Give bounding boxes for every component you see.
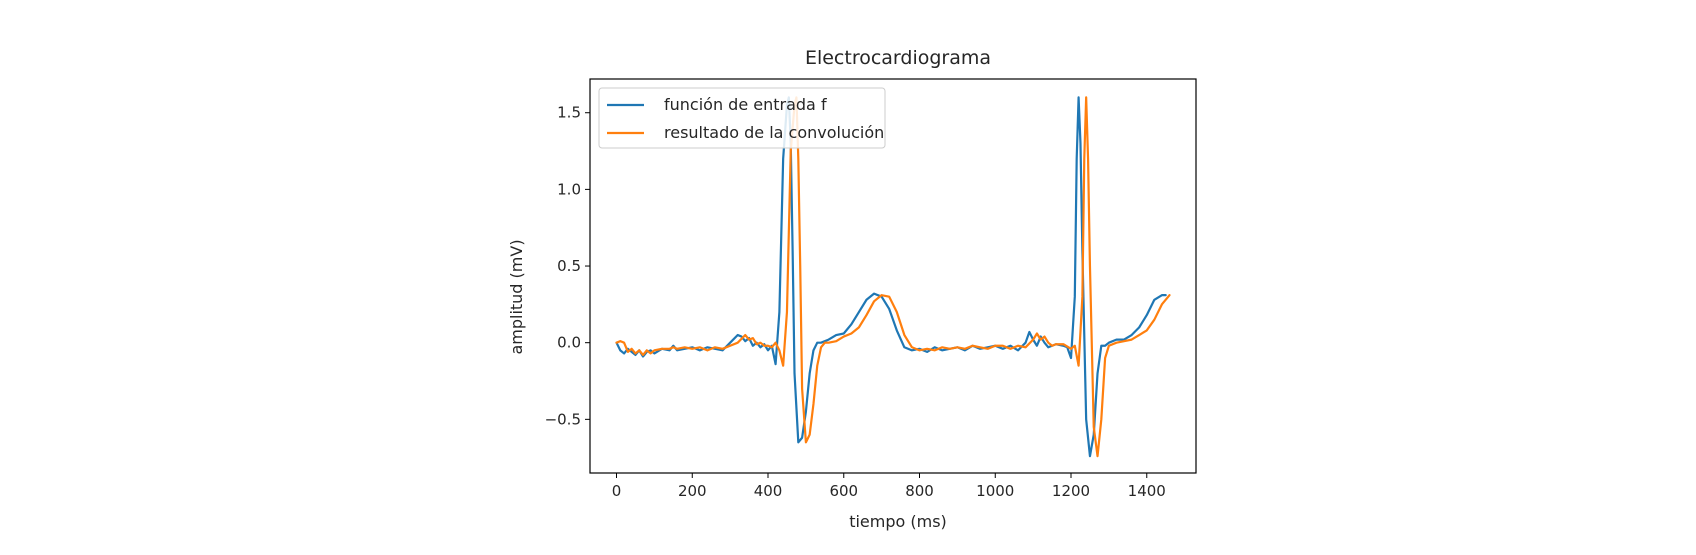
- legend-box: [598, 87, 886, 149]
- x-axis-title: tiempo (ms): [849, 512, 947, 531]
- y-axis-title: amplitud (mV): [507, 239, 526, 354]
- y-tick-label: −0.5: [545, 410, 581, 428]
- x-tick-label: 600: [829, 482, 858, 500]
- x-tick-label: 1400: [1128, 482, 1166, 500]
- plot-frame: [589, 78, 1197, 474]
- legend-label-1: función de entrada f: [664, 95, 827, 114]
- y-tick-label: 0.5: [557, 257, 581, 275]
- y-tick-label: 1.5: [557, 104, 581, 122]
- x-tick-label: 1200: [1052, 482, 1090, 500]
- series-line-1: [615, 96, 1167, 458]
- series-line-2: [615, 96, 1171, 458]
- y-tick-label: 1.0: [557, 180, 581, 198]
- x-tick-label: 0: [612, 482, 622, 500]
- chart-title: Electrocardiograma: [805, 47, 991, 69]
- legend-label-2: resultado de la convolución: [664, 123, 884, 142]
- y-tick-label: 0.0: [557, 334, 581, 352]
- x-tick-label: 400: [754, 482, 783, 500]
- x-tick-label: 800: [905, 482, 934, 500]
- x-axis: 0 200 400 600 800 1000 1200 1400: [612, 473, 1166, 500]
- plot-area: [615, 96, 1171, 458]
- x-tick-label: 1000: [976, 482, 1014, 500]
- legend: función de entrada f resultado de la conv…: [598, 87, 886, 149]
- y-axis: −0.5 0.0 0.5 1.0 1.5: [545, 104, 590, 428]
- x-tick-label: 200: [678, 482, 707, 500]
